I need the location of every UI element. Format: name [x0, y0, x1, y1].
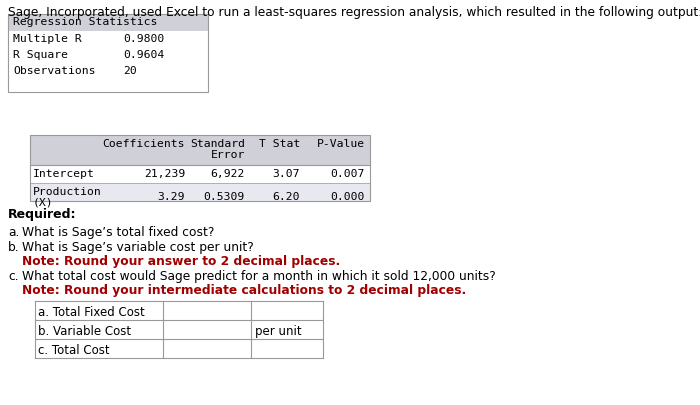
Text: What total cost would Sage predict for a month in which it sold 12,000 units?: What total cost would Sage predict for a… [22, 269, 496, 282]
Text: R Square: R Square [13, 50, 68, 60]
Text: 20: 20 [123, 66, 136, 76]
Text: Multiple R: Multiple R [13, 34, 82, 44]
Text: 3.29: 3.29 [158, 192, 185, 202]
Text: 6,922: 6,922 [211, 168, 245, 179]
Text: 0.000: 0.000 [330, 192, 365, 202]
Text: Intercept: Intercept [33, 168, 95, 179]
Text: a.: a. [8, 226, 20, 239]
Text: 0.9604: 0.9604 [123, 50, 164, 60]
Text: per unit: per unit [255, 324, 302, 337]
Bar [30, 183, 370, 202]
Text: (X): (X) [33, 198, 54, 207]
Bar [30, 136, 370, 202]
Text: Note: Round your answer to 2 decimal places.: Note: Round your answer to 2 decimal pla… [22, 254, 340, 267]
Bar [30, 136, 370, 166]
Text: 21,239: 21,239 [144, 168, 185, 179]
Text: 0.007: 0.007 [330, 168, 365, 179]
Text: 3.07: 3.07 [272, 168, 300, 179]
Text: Note: Round your intermediate calculations to 2 decimal places.: Note: Round your intermediate calculatio… [22, 284, 466, 296]
Text: Error: Error [211, 149, 245, 160]
Text: Standard: Standard [190, 139, 245, 149]
Text: a. Total Fixed Cost: a. Total Fixed Cost [38, 305, 145, 318]
Text: Regression Statistics: Regression Statistics [13, 17, 158, 27]
Text: What is Sage’s variable cost per unit?: What is Sage’s variable cost per unit? [22, 241, 253, 254]
Text: What is Sage’s total fixed cost?: What is Sage’s total fixed cost? [22, 226, 214, 239]
Text: 0.9800: 0.9800 [123, 34, 164, 44]
Text: Production: Production [33, 187, 102, 196]
Text: T Stat: T Stat [259, 139, 300, 149]
Text: Coefficients: Coefficients [102, 139, 185, 149]
Bar [8, 15, 208, 32]
Text: b. Variable Cost: b. Variable Cost [38, 324, 131, 337]
Text: Required:: Required: [8, 207, 76, 220]
Text: Sage, Incorporated, used Excel to run a least-squares regression analysis, which: Sage, Incorporated, used Excel to run a … [8, 6, 700, 19]
Bar [30, 166, 370, 183]
Bar [8, 15, 208, 93]
Text: b.: b. [8, 241, 20, 254]
Text: c. Total Cost: c. Total Cost [38, 343, 110, 356]
Text: P-Value: P-Value [317, 139, 365, 149]
Text: 6.20: 6.20 [272, 192, 300, 202]
Text: 0.5309: 0.5309 [204, 192, 245, 202]
Text: c.: c. [8, 269, 19, 282]
Text: Observations: Observations [13, 66, 95, 76]
